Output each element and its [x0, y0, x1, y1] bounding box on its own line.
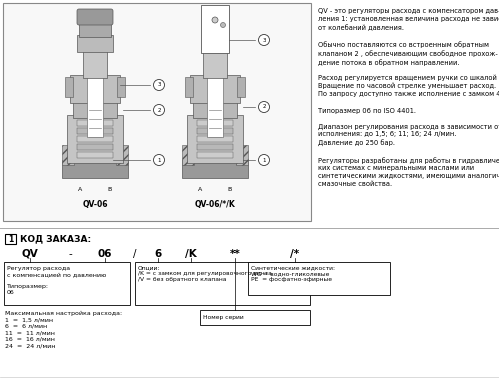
Text: /: / [133, 249, 137, 259]
Text: Расход регулируется вращением ручки со шкалой 3 .
Вращение по часовой стрелке ум: Расход регулируется вращением ручки со ш… [318, 74, 499, 97]
Bar [4, 262, 130, 305]
Text: **: ** [230, 249, 241, 259]
Text: -: - [68, 249, 72, 259]
Bar [197, 144, 233, 150]
Circle shape [212, 17, 218, 23]
Text: 3: 3 [157, 82, 161, 87]
Text: Типоразмер 06 по ISO 4401.: Типоразмер 06 по ISO 4401. [318, 108, 416, 114]
Bar [62, 160, 128, 178]
Bar [197, 128, 233, 134]
Text: 2: 2 [262, 105, 266, 109]
Bar [185, 77, 193, 97]
Text: QV: QV [21, 249, 38, 259]
Text: Номер серии: Номер серии [203, 315, 244, 320]
Text: QV-06/*/K: QV-06/*/K [195, 200, 236, 209]
Circle shape [258, 101, 269, 112]
Text: 1: 1 [8, 234, 13, 244]
Text: Регуляторы разработаны для работы в гидравличес-
ких системах с минеральными мас: Регуляторы разработаны для работы в гидр… [318, 157, 499, 187]
Bar [70, 75, 120, 103]
Bar [77, 35, 113, 52]
Text: 2: 2 [157, 108, 161, 112]
Text: 3: 3 [262, 38, 266, 43]
Text: 6: 6 [154, 249, 162, 259]
Bar [65, 77, 73, 97]
Bar [77, 128, 113, 134]
Text: B: B [228, 187, 232, 192]
Bar [77, 152, 113, 158]
Circle shape [221, 22, 226, 27]
Text: 1: 1 [157, 157, 161, 163]
Circle shape [154, 105, 165, 116]
Bar [201, 5, 229, 53]
Bar [197, 152, 233, 158]
Bar [193, 100, 237, 118]
Text: QV - это регуляторы расхода с компенсатором дав-
ления 1: установленная величина: QV - это регуляторы расхода с компенсато… [318, 8, 499, 31]
Circle shape [258, 35, 269, 46]
Text: Диапазон регулирования расхода в зависимости от
исполнения: до 1,5; 6; 11; 16; 2: Диапазон регулирования расхода в зависим… [318, 124, 499, 146]
Text: 1: 1 [262, 157, 266, 163]
Text: Типоразмер:
06: Типоразмер: 06 [7, 284, 49, 295]
Text: /*: /* [290, 249, 299, 259]
Bar [73, 100, 117, 118]
Bar [197, 136, 233, 142]
Bar [207, 77, 223, 137]
Bar [116, 145, 128, 165]
Bar [248, 262, 390, 295]
Bar [187, 115, 243, 163]
Bar [117, 77, 125, 97]
Text: A: A [78, 187, 82, 192]
Text: Опции:
/K = с замком для регулировочного винта
/V = без обратного клапана: Опции: /K = с замком для регулировочного… [138, 265, 272, 282]
Bar [77, 136, 113, 142]
Bar [87, 77, 103, 137]
Bar [5, 234, 16, 244]
FancyBboxPatch shape [77, 9, 113, 25]
Circle shape [154, 155, 165, 166]
Text: QV-06: QV-06 [82, 200, 108, 209]
Bar [77, 120, 113, 126]
Bar [182, 160, 248, 178]
Bar [182, 145, 194, 165]
Bar [190, 75, 240, 103]
Text: Максимальная настройка расхода:
1  =  1,5 л/мин
6  =  6 л/мин
11  =  11 л/мин
16: Максимальная настройка расхода: 1 = 1,5 … [5, 311, 122, 348]
Bar [203, 50, 227, 78]
Bar [197, 120, 233, 126]
Bar [135, 262, 310, 305]
Bar [237, 77, 245, 97]
Text: Синтетические жидкости:
WG = водно-гликолевые
PE  = фосфатно-эфирные: Синтетические жидкости: WG = водно-глико… [251, 265, 335, 282]
Bar [3, 3, 311, 221]
Bar [83, 50, 107, 78]
Bar [79, 20, 111, 37]
Circle shape [258, 155, 269, 166]
Text: /K: /K [185, 249, 197, 259]
Circle shape [154, 79, 165, 90]
Text: КОД ЗАКАЗА:: КОД ЗАКАЗА: [20, 234, 91, 244]
Bar [67, 115, 123, 163]
Text: B: B [108, 187, 112, 192]
Text: Обычно поставляются со встроенным обратным
клапаном 2 , обеспечивающим свободное: Обычно поставляются со встроенным обратн… [318, 41, 498, 66]
Bar [62, 145, 74, 165]
Text: Регулятор расхода
с компенсацией по давлению: Регулятор расхода с компенсацией по давл… [7, 266, 106, 277]
Bar [200, 310, 310, 325]
Text: 06: 06 [98, 249, 112, 259]
Bar [77, 144, 113, 150]
Bar [236, 145, 248, 165]
Text: A: A [198, 187, 202, 192]
